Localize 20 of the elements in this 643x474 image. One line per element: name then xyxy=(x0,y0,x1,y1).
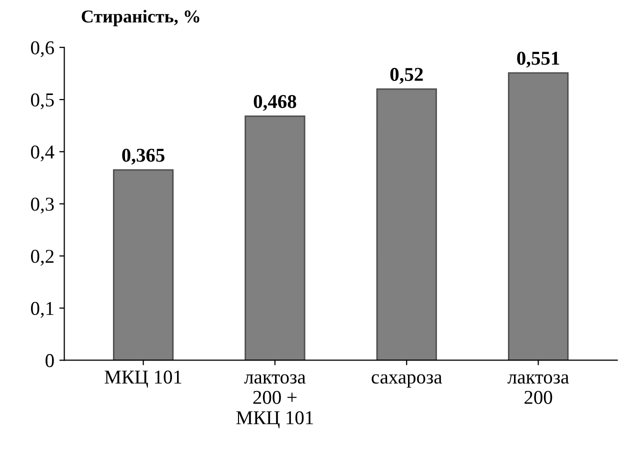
y-tick-label: 0,4 xyxy=(31,145,54,162)
y-tick-label: 0,2 xyxy=(31,250,54,266)
data-label: 0,468 xyxy=(254,94,296,111)
x-tick-label: МКЦ 101 xyxy=(104,370,182,388)
data-label: 0,551 xyxy=(517,52,560,68)
x-tick-label: лактоза 200 + МКЦ 101 xyxy=(236,374,313,428)
y-tick-label: 0,3 xyxy=(31,198,54,214)
x-tick-label: лактоза 200 xyxy=(508,374,569,404)
data-label: 0,365 xyxy=(122,148,164,165)
y-tick-label: 0,1 xyxy=(31,302,54,318)
x-tick-label: сахароза xyxy=(372,374,442,388)
bar xyxy=(112,169,174,360)
data-label: 0,52 xyxy=(390,68,423,84)
chart-title: Стираність, % xyxy=(82,10,200,26)
bar xyxy=(508,72,569,360)
y-tick-label: 0,6 xyxy=(31,41,54,58)
y-tick-label: 0 xyxy=(46,354,54,368)
bar xyxy=(376,88,437,360)
bar xyxy=(244,116,306,360)
y-tick-label: 0,5 xyxy=(31,93,54,110)
